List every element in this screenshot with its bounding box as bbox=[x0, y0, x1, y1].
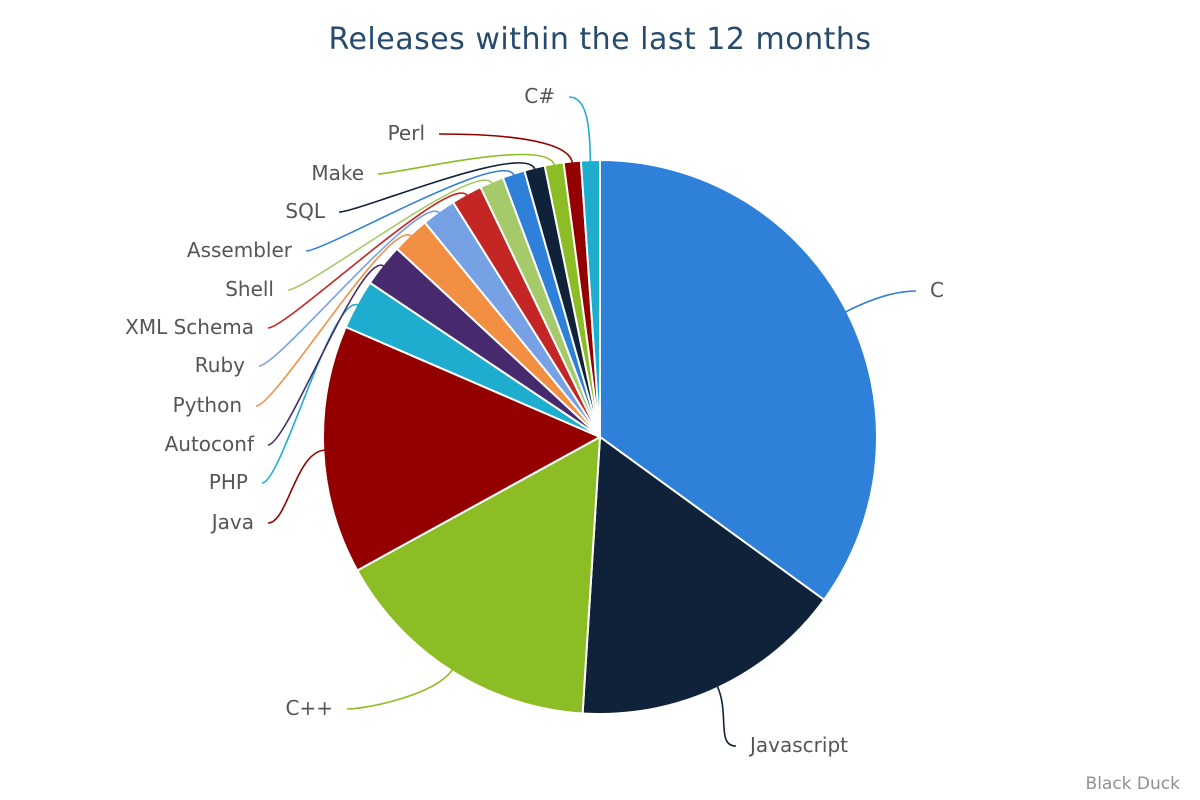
leader-line-ruby bbox=[258, 210, 441, 367]
leader-lines-layer bbox=[255, 96, 917, 747]
credit-text[interactable]: Black Duck bbox=[1085, 774, 1180, 794]
leader-line-java bbox=[267, 449, 326, 524]
leader-line-python bbox=[255, 233, 413, 407]
leader-line-shell bbox=[287, 179, 494, 291]
leader-line-php bbox=[261, 304, 359, 484]
label-ruby: Ruby bbox=[195, 353, 245, 377]
leader-line-c-sharp bbox=[568, 96, 592, 163]
leader-line-c bbox=[844, 290, 917, 313]
label-sql: SQL bbox=[285, 199, 325, 223]
label-autoconf: Autoconf bbox=[165, 432, 255, 456]
label-python: Python bbox=[173, 393, 242, 417]
chart-title: Releases within the last 12 months bbox=[328, 22, 871, 57]
leader-line-assembler bbox=[305, 169, 515, 252]
labels-layer: C Javascript C++ Java PHP Autoconf Python Ruby X… bbox=[125, 84, 944, 757]
label-java: Java bbox=[210, 510, 254, 534]
label-c: C bbox=[930, 278, 944, 302]
leader-line-javascript bbox=[716, 685, 737, 747]
label-javascript: Javascript bbox=[748, 733, 848, 757]
label-c-sharp: C# bbox=[524, 84, 555, 108]
leader-line-xml-schema bbox=[267, 192, 469, 329]
leader-line-cpp bbox=[346, 668, 454, 710]
label-assembler: Assembler bbox=[187, 238, 293, 262]
label-php: PHP bbox=[209, 470, 248, 494]
leader-line-autoconf bbox=[267, 264, 385, 446]
slices-layer bbox=[322, 158, 878, 715]
label-xml-schema: XML Schema bbox=[125, 315, 254, 339]
leader-line-make bbox=[377, 153, 556, 175]
label-make: Make bbox=[311, 161, 364, 185]
label-cpp: C++ bbox=[286, 696, 333, 720]
label-shell: Shell bbox=[225, 277, 274, 301]
leader-line-sql bbox=[338, 162, 536, 213]
label-perl: Perl bbox=[388, 121, 425, 145]
leader-line-perl bbox=[438, 133, 574, 164]
